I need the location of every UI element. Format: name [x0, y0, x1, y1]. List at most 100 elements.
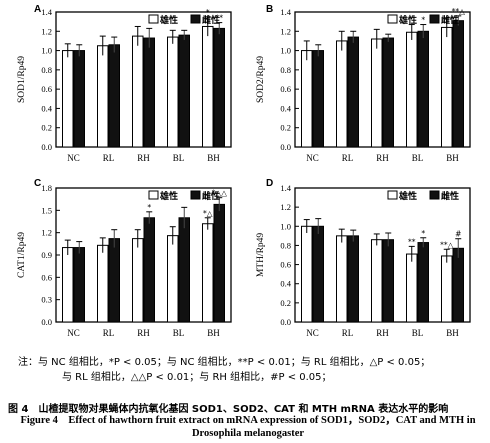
panel-b: B 0.0 0.2 0.4 0.6 0.8 1.0 1.2 1.4 SOD2/Rp49 NC RL RH…	[256, 4, 471, 163]
bar-a-rl-female	[108, 44, 120, 148]
bar-c-rl-female	[108, 238, 120, 323]
bar-a-bh-male	[202, 25, 214, 148]
x-tick-label: RL	[342, 328, 354, 338]
y-tick-label: 0.0	[280, 142, 291, 152]
significance-mark: **	[408, 237, 416, 246]
bar-a-nc-male	[62, 50, 74, 148]
x-tick-label: NC	[306, 153, 319, 163]
significance-mark: *△	[203, 209, 213, 218]
x-tick-label: RH	[376, 328, 389, 338]
significance-mark: *	[421, 16, 425, 25]
bar-d-nc-female	[312, 225, 324, 323]
legend-swatch	[148, 14, 159, 24]
y-axis-label: CAT1/Rp49	[17, 232, 27, 278]
panel-a: A 0.0 0.2 0.4 0.6 0.8 1.0 1.2 1.4 SOD1/Rp49 NC RL RH…	[17, 4, 232, 163]
x-tick-label: BL	[173, 328, 185, 338]
y-tick-label: 0.4	[41, 103, 52, 113]
y-tick-label: 0.4	[280, 279, 291, 289]
x-tick-label: RH	[137, 153, 150, 163]
legend-swatch	[190, 190, 201, 200]
legend-label: 雌性	[202, 190, 220, 202]
bar-a-bh-female	[213, 27, 225, 148]
y-tick-label: 0.6	[41, 84, 52, 94]
x-tick-label: BL	[412, 153, 424, 163]
legend-label: 雌性	[441, 190, 459, 202]
y-tick-label: 0.3	[41, 295, 52, 305]
y-tick-label: 1.5	[41, 205, 52, 215]
panel-c: C 0.0 0.3 0.6 0.9 1.2 1.5 1.8 CAT1/Rp49 NC RL RH BL B…	[17, 178, 232, 338]
bar-b-rh-male	[371, 38, 383, 148]
bar-d-bh-female	[452, 247, 464, 323]
x-tick-label: RL	[103, 153, 115, 163]
y-tick-label: 0.0	[41, 317, 52, 327]
significance-mark: **△	[440, 240, 454, 249]
x-tick-label: BH	[207, 153, 220, 163]
legend-label: 雌性	[202, 14, 220, 26]
y-tick-label: 0.9	[41, 250, 52, 260]
y-tick-label: 0.8	[280, 240, 291, 250]
bar-c-nc-female	[73, 247, 85, 323]
y-tick-label: 1.2	[41, 228, 52, 238]
legend-swatch	[387, 14, 398, 24]
y-axis-label: SOD1/Rp49	[17, 56, 27, 103]
significance-mark: *	[421, 229, 425, 238]
y-tick-label: 0.6	[280, 84, 291, 94]
significance-mark: **△	[452, 7, 466, 16]
panel-letter: B	[266, 4, 273, 15]
bar-c-rl-male	[97, 244, 109, 323]
bar-a-bl-male	[167, 36, 179, 148]
x-tick-label: NC	[67, 328, 80, 338]
panel-letter: C	[34, 178, 41, 189]
legend-swatch	[387, 190, 398, 200]
y-axis-label: MTH/Rp49	[256, 233, 266, 278]
significance-mark: **	[216, 14, 224, 23]
bar-b-rl-male	[336, 40, 348, 148]
bar-c-nc-male	[62, 247, 74, 323]
bar-b-nc-male	[301, 50, 313, 148]
bar-b-bh-male	[441, 26, 453, 148]
y-tick-label: 0.0	[41, 142, 52, 152]
significance-mark: *	[206, 8, 210, 17]
bar-d-bh-male	[441, 255, 453, 323]
y-tick-label: 0.2	[280, 298, 291, 308]
bar-a-bl-female	[178, 34, 190, 148]
bar-d-nc-male	[301, 225, 313, 323]
y-tick-label: 1.0	[280, 221, 291, 231]
bar-a-rh-female	[143, 37, 155, 148]
y-tick-label: 0.6	[280, 260, 291, 270]
bar-a-rl-male	[97, 45, 109, 148]
bar-d-rh-male	[371, 239, 383, 323]
x-tick-label: NC	[67, 153, 80, 163]
y-tick-label: 0.0	[280, 317, 291, 327]
y-tick-label: 0.6	[41, 272, 52, 282]
y-tick-label: 0.8	[41, 65, 52, 75]
bar-a-rh-male	[132, 35, 144, 148]
legend-swatch	[148, 190, 159, 200]
bar-c-rh-female	[143, 217, 155, 323]
y-tick-label: 1.2	[280, 202, 291, 212]
note-line-1: 注：与 NC 组相比，*P < 0.05；与 NC 组相比，**P < 0.01…	[18, 357, 431, 368]
bar-b-rh-female	[382, 37, 394, 148]
significance-mark: #	[455, 230, 461, 239]
legend-label: 雄性	[398, 14, 417, 26]
x-tick-label: BL	[412, 328, 424, 338]
bar-c-rh-male	[132, 238, 144, 323]
bar-d-bl-female	[417, 242, 429, 323]
y-tick-label: 1.2	[280, 26, 291, 36]
bar-c-bl-female	[178, 217, 190, 323]
x-tick-label: RH	[137, 328, 150, 338]
bar-b-bl-female	[417, 30, 429, 148]
x-tick-label: BH	[446, 153, 459, 163]
legend-label: 雌性	[441, 14, 459, 26]
x-tick-label: BH	[207, 328, 220, 338]
significance-mark: *	[147, 203, 151, 212]
y-tick-label: 1.0	[280, 46, 291, 56]
legend-swatch	[190, 14, 201, 24]
y-tick-label: 1.2	[41, 26, 52, 36]
bar-b-nc-female	[312, 50, 324, 148]
y-tick-label: 1.0	[41, 46, 52, 56]
legend-label: 雄性	[159, 14, 178, 26]
y-tick-label: 1.4	[280, 7, 291, 17]
x-tick-label: BL	[173, 153, 185, 163]
